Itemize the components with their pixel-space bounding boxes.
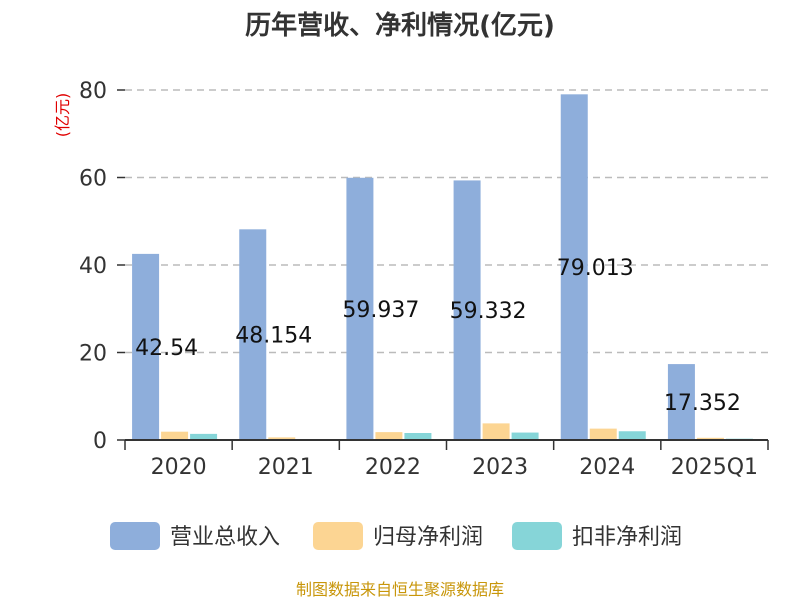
data-label: 17.352 [664,391,741,416]
x-axis-ticks: 2020 2021 2022 2023 2024 2025Q1 [124,440,769,480]
legend-item[interactable]: 扣非净利润 [512,522,682,550]
bar-adjusted-net-profit [511,432,539,440]
data-label: 48.154 [235,324,312,349]
x-tick-label: 2022 [365,455,421,480]
bar-net-profit [375,432,403,440]
legend-swatch [512,522,562,550]
legend-item[interactable]: 归母净利润 [313,522,483,550]
data-label: 79.013 [557,256,634,281]
x-tick-label: 2024 [579,455,635,480]
legend-swatch [313,522,363,550]
bar-adjusted-net-profit [618,431,646,440]
legend-item[interactable]: 营业总收入 [110,522,280,550]
bar-net-profit [161,431,189,440]
bar-net-profit [589,428,617,440]
bar-revenue [667,364,695,440]
gridlines [125,89,768,354]
x-tick-label: 2020 [151,455,207,480]
legend-label: 归母净利润 [373,525,483,550]
y-tick-label: 40 [79,254,107,279]
chart-title: 历年营收、净利情况(亿元) [245,10,555,41]
bar-revenue [453,180,481,441]
bar-net-profit [482,423,510,440]
bar-net-profit [696,437,724,440]
source-note: 制图数据来自恒生聚源数据库 [296,580,504,599]
legend-label: 营业总收入 [170,525,280,550]
bar-revenue [346,177,374,440]
data-labels: 42.54 48.154 59.937 59.332 79.013 17.352 [135,256,741,416]
data-label: 59.332 [450,299,527,324]
legend-swatch [110,522,160,550]
bar-adjusted-net-profit [190,433,218,440]
bar-revenue [239,229,267,440]
y-tick-label: 80 [79,79,107,104]
y-tick-label: 20 [79,342,107,367]
y-tick-label: 60 [79,167,107,192]
data-label: 59.937 [342,298,419,323]
legend-label: 扣非净利润 [572,525,682,550]
x-tick-label: 2025Q1 [671,455,758,480]
data-label: 42.54 [135,336,198,361]
bar-revenue [560,94,588,441]
bar-net-profit [268,437,296,440]
bars [132,94,753,441]
legend[interactable]: 营业总收入 归母净利润 扣非净利润 [110,522,682,550]
bar-adjusted-net-profit [404,433,432,440]
x-tick-label: 2021 [258,455,314,480]
y-axis-ticks: 0 20 40 60 80 [79,79,125,454]
bar-revenue [132,253,160,440]
x-tick-label: 2023 [472,455,528,480]
y-tick-label: 0 [93,429,107,454]
y-axis-unit-label: (亿元) [53,93,72,138]
